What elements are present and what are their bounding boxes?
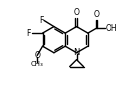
Text: N: N <box>73 48 80 57</box>
Text: O: O <box>34 51 40 60</box>
Text: O: O <box>74 8 80 17</box>
Text: F: F <box>39 16 43 25</box>
Text: OH: OH <box>106 24 118 33</box>
Text: CH₃: CH₃ <box>31 61 44 67</box>
Text: O: O <box>94 10 100 19</box>
Text: F: F <box>27 29 31 38</box>
